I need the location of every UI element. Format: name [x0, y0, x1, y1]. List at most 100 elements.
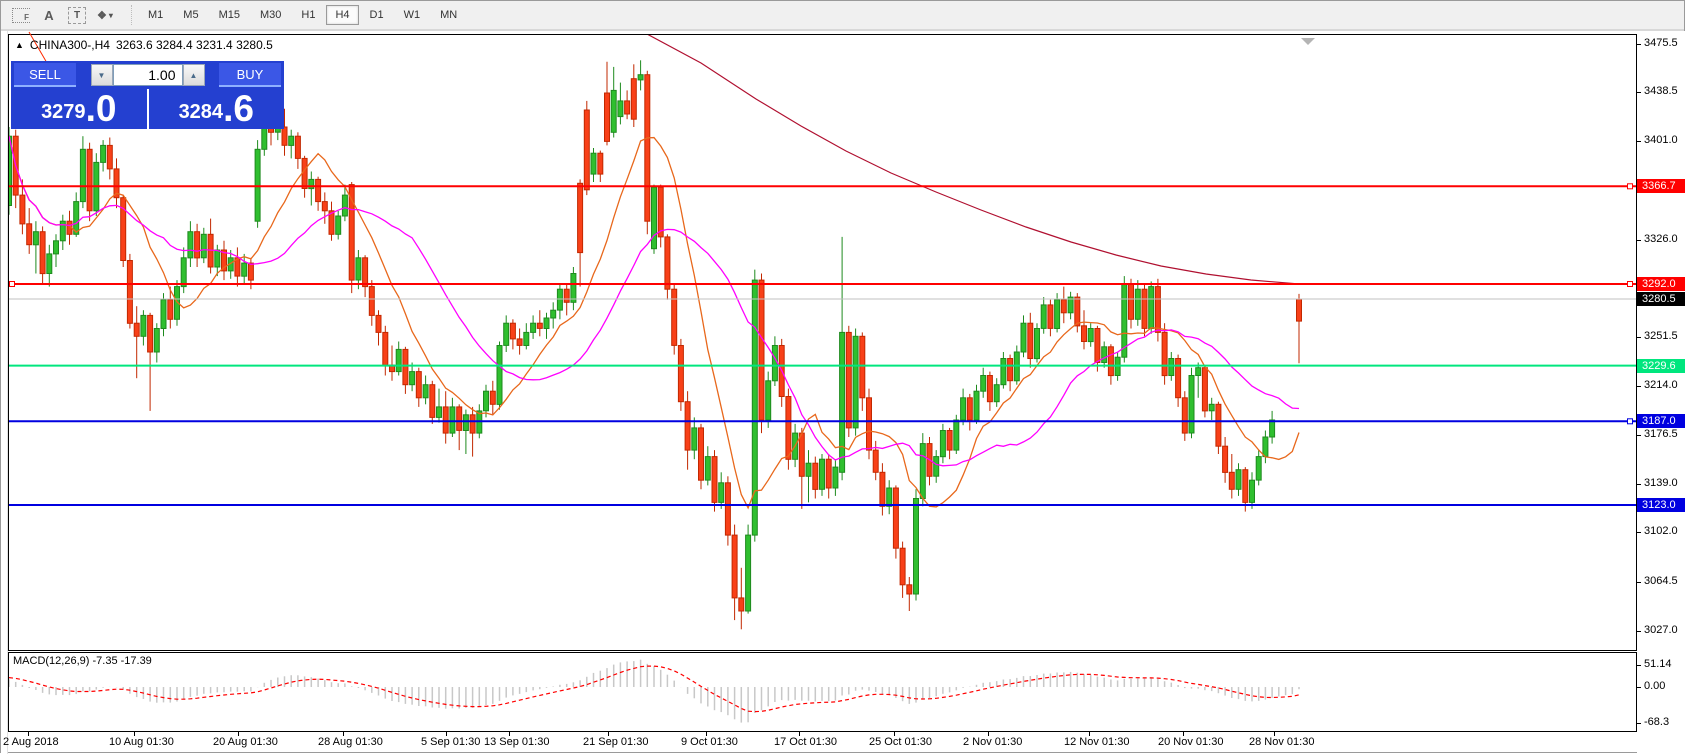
objects-arrange-icon[interactable]: ❖ ▾: [93, 4, 117, 26]
candle-body: [368, 286, 375, 316]
candle-body: [886, 487, 893, 507]
candle-body: [180, 257, 187, 288]
time-tick-mark: [238, 731, 239, 736]
chart-shift-marker[interactable]: [1301, 38, 1315, 45]
macd-tick-mark: [1637, 665, 1641, 666]
candle-body: [1148, 286, 1155, 330]
candle-body: [1134, 288, 1141, 320]
volume-input[interactable]: [112, 64, 183, 86]
price-pane-frame: [8, 34, 1637, 651]
candle-body: [899, 547, 906, 586]
resistance-line-3366-handle[interactable]: [1627, 183, 1633, 190]
buy-button[interactable]: BUY: [219, 63, 281, 87]
slow-ma-line: [9, 136, 1300, 467]
candle-body: [1040, 304, 1047, 329]
price-pane: [9, 35, 1302, 630]
timeframe-m30-button[interactable]: M30: [259, 9, 282, 21]
time-tick-mark: [509, 731, 510, 736]
time-tick-label: 20 Nov 01:30: [1158, 736, 1224, 748]
macd-values: -7.35 -17.39: [92, 655, 152, 667]
candle-body: [879, 471, 886, 507]
text-label-icon[interactable]: T: [65, 4, 89, 26]
candle-body: [825, 458, 832, 489]
candle-body: [1128, 283, 1134, 320]
candle-body: [738, 597, 745, 612]
volume-decrease-button[interactable]: ▼: [90, 64, 113, 86]
buy-price[interactable]: 3284 . 6: [148, 89, 284, 129]
time-tick-label: 28 Nov 01:30: [1249, 736, 1315, 748]
price-tick-label: 3475.5: [1644, 37, 1678, 49]
candle-body: [19, 194, 26, 225]
timeframe-w1-button[interactable]: W1: [403, 9, 421, 21]
resistance-badge-3292: 3292.0: [1637, 276, 1685, 291]
font-cursor-icon[interactable]: A: [37, 4, 61, 26]
candle-body: [234, 257, 241, 277]
candle-body: [73, 201, 80, 235]
candle-body: [1222, 445, 1229, 473]
candle-body: [241, 262, 248, 277]
timeframe-d1-button[interactable]: D1: [369, 9, 384, 21]
price-tick-label: 3438.5: [1644, 85, 1678, 98]
candle-body: [409, 371, 416, 386]
time-tick-mark: [608, 731, 609, 736]
candle-body: [200, 233, 207, 259]
candle-body: [1175, 358, 1182, 399]
candle-body: [328, 210, 335, 235]
candle-body: [1208, 403, 1215, 412]
price-tick-mark: [1637, 239, 1641, 241]
time-tick-mark: [28, 731, 29, 736]
trade-controls-row: SELL ▼ ▲ BUY: [11, 61, 284, 89]
time-axis[interactable]: 2 Aug 2018 10 Aug 01:30 20 Aug 01:30 28 Aug…: [1, 731, 1637, 754]
candle-body: [651, 186, 657, 250]
candle-body: [785, 396, 792, 460]
long-ma-line: [647, 35, 1300, 285]
time-tick-mark: [799, 731, 800, 736]
font-glyph: A: [44, 7, 54, 23]
price-tick-mark: [1637, 630, 1641, 632]
resistance-badge-3366: 3366.7: [1637, 179, 1685, 194]
sell-button[interactable]: SELL: [14, 63, 76, 87]
candle-body: [308, 178, 315, 190]
candle-body: [79, 148, 86, 203]
timeframe-mn-button[interactable]: MN: [440, 9, 458, 21]
tick-chart-icon[interactable]: F: [9, 4, 33, 26]
candle-body: [960, 397, 967, 421]
candle-body: [758, 279, 765, 421]
price-axis[interactable]: 3475.5 3438.5 3401.0 3326.0 3251.5 3214.0 3176…: [1637, 31, 1685, 754]
timeframe-m15-button[interactable]: M15: [218, 9, 240, 21]
price-tick-mark: [1637, 386, 1641, 387]
price-tick-label: 3326.0: [1644, 232, 1678, 245]
candle-body: [704, 456, 711, 481]
resistance-line-3292-handle[interactable]: [1627, 281, 1633, 287]
time-tick-label: 5 Sep 01:30: [421, 736, 481, 748]
price-tick-mark: [1637, 141, 1641, 143]
candle-body: [530, 322, 537, 333]
timeframe-m1-button[interactable]: M1: [148, 9, 164, 21]
timeframe-h4-button[interactable]: H4: [326, 5, 359, 25]
volume-increase-button[interactable]: ▲: [182, 64, 205, 86]
candle-body: [415, 371, 422, 399]
candle-body: [288, 135, 295, 146]
price-tick-label: 3401.0: [1644, 134, 1678, 147]
candle-body: [980, 375, 987, 392]
resistance-line-3292-handle[interactable]: [9, 281, 15, 287]
candle-body: [382, 331, 389, 366]
sell-price[interactable]: 3279 . 0: [11, 89, 147, 129]
candle-body: [765, 380, 772, 421]
collapse-panel-icon[interactable]: ▲: [15, 40, 24, 50]
candle-body: [845, 331, 852, 429]
candle-body: [1249, 479, 1255, 503]
time-tick-mark: [446, 731, 447, 736]
timeframe-m5-button[interactable]: M5: [183, 9, 199, 21]
candle-body: [859, 335, 866, 399]
candle-body: [436, 406, 442, 418]
support-line-3187-handle[interactable]: [1627, 418, 1633, 425]
trendline-fragment[interactable]: [28, 31, 48, 64]
candle-body: [355, 257, 362, 281]
candle-body: [1296, 298, 1302, 322]
candle-body: [724, 482, 731, 536]
time-tick-label: 10 Aug 01:30: [109, 736, 174, 748]
candle-body: [1188, 375, 1195, 434]
timeframe-h1-button[interactable]: H1: [301, 9, 316, 21]
